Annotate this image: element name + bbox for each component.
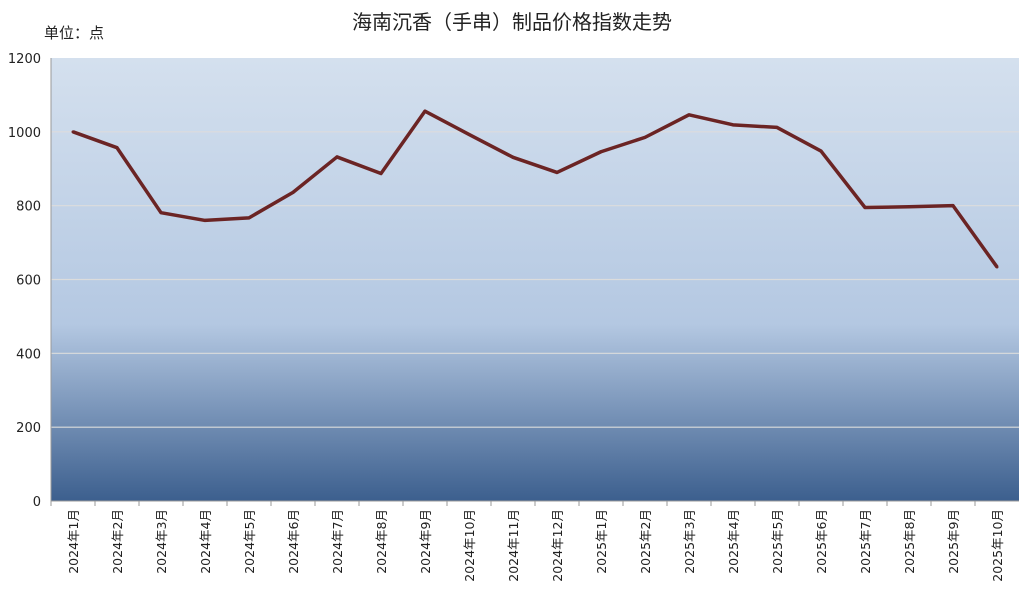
x-tick-label: 2024年9月: [418, 509, 433, 574]
data-point: [335, 155, 339, 159]
y-tick-label: 1000: [8, 126, 41, 141]
data-point: [423, 109, 427, 113]
data-point: [115, 146, 119, 150]
x-tick-label: 2025年1月: [594, 509, 609, 574]
x-tick-label: 2024年3月: [154, 509, 169, 574]
data-point: [247, 216, 251, 220]
data-point: [555, 170, 559, 174]
data-point: [775, 125, 779, 129]
chart-title: 海南沉香（手串）制品价格指数走势: [352, 10, 672, 34]
data-point: [379, 172, 383, 176]
x-tick-label: 2025年7月: [858, 509, 873, 574]
x-tick-label: 2024年11月: [506, 509, 521, 582]
y-tick-label: 800: [16, 200, 41, 215]
data-point: [203, 218, 207, 222]
x-tick-label: 2025年4月: [726, 509, 741, 574]
data-point: [951, 204, 955, 208]
x-tick-label: 2024年6月: [286, 509, 301, 574]
data-point: [731, 123, 735, 127]
y-tick-label: 1200: [8, 52, 41, 67]
data-point: [291, 190, 295, 194]
data-point: [643, 135, 647, 139]
data-point: [599, 150, 603, 154]
x-tick-label: 2024年2月: [110, 509, 125, 574]
data-point: [467, 132, 471, 136]
x-tick-label: 2025年3月: [682, 509, 697, 574]
y-tick-label: 200: [16, 421, 41, 436]
data-point: [819, 149, 823, 153]
unit-label: 单位：点: [44, 24, 105, 42]
data-point: [511, 155, 515, 159]
y-tick-label: 600: [16, 274, 41, 289]
x-tick-label: 2024年1月: [66, 509, 81, 574]
data-point: [863, 206, 867, 210]
x-tick-label: 2024年12月: [550, 509, 565, 582]
data-point: [687, 113, 691, 117]
x-tick-label: 2025年2月: [638, 509, 653, 574]
series-line: [72, 109, 999, 268]
x-tick-label: 2025年10月: [990, 509, 1005, 582]
x-tick-label: 2024年10月: [462, 509, 477, 582]
y-tick-label: 400: [16, 347, 41, 362]
data-point: [907, 205, 911, 209]
x-tick-label: 2024年4月: [198, 509, 213, 574]
x-tick-label: 2025年6月: [814, 509, 829, 574]
data-point: [71, 130, 75, 134]
x-tick-label: 2024年5月: [242, 509, 257, 574]
x-tick-label: 2024年8月: [374, 509, 389, 574]
y-tick-label: 0: [33, 495, 41, 510]
x-tick-label: 2025年9月: [946, 509, 961, 574]
data-point: [159, 211, 163, 215]
x-tick-label: 2024年7月: [330, 509, 345, 574]
x-tick-label: 2025年5月: [770, 509, 785, 574]
data-point: [995, 265, 999, 269]
x-tick-label: 2025年8月: [902, 509, 917, 574]
